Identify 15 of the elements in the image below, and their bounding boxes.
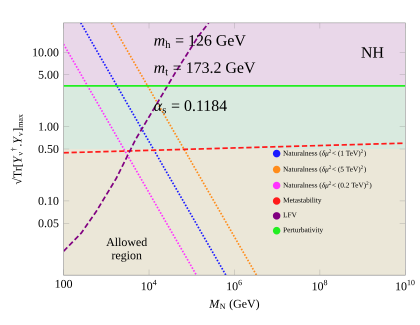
x-tick-label: 10$^{10}$ — [396, 280, 415, 290]
x-tick-label: 10$^{6}$ — [227, 280, 242, 290]
y-tick-label: 5.00 — [38, 70, 58, 79]
text: √Tr[Y$_{ν}$$^{†}$.Y$_{ν}$]$_{max}$ — [10, 114, 23, 184]
x-tick-label: 10$^{8}$ — [312, 280, 328, 290]
y-tick-label: 0.10 — [38, 196, 58, 206]
x-tick-label: 100 — [56, 280, 72, 288]
annotation: NH — [361, 47, 384, 58]
y-tick-label: 0.50 — [38, 145, 58, 154]
y-tick-label: 0.05 — [38, 219, 58, 228]
y-tick-label: 10.00 — [33, 48, 58, 57]
annotation: Allowed region — [106, 238, 148, 262]
y-tick-label: 1.00 — [39, 122, 58, 131]
x-axis-title: M$_{N}$ (GeV) — [209, 299, 260, 310]
x-tick-label: 10$^{4}$ — [142, 280, 157, 290]
